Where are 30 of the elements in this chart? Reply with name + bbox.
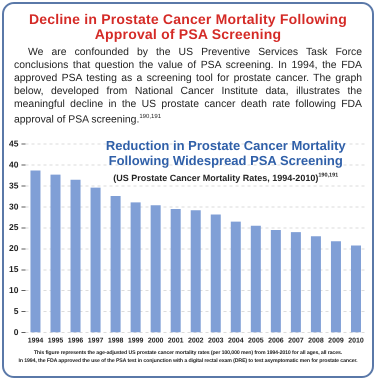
- bar: [110, 196, 121, 332]
- bar: [350, 245, 361, 332]
- y-tick-label: 20: [8, 243, 19, 254]
- y-tick-label: 25: [8, 222, 19, 232]
- bar: [210, 214, 221, 332]
- bar: [30, 170, 40, 332]
- bar: [130, 202, 141, 332]
- bar: [50, 174, 61, 332]
- y-tick-label: 15: [8, 264, 19, 274]
- y-tick-label: 5: [14, 306, 19, 316]
- text: Decline in Prostate Cancer Mortality Following Approval of PSA Screening: [28, 11, 348, 42]
- bar: [90, 188, 101, 332]
- bar: [170, 209, 181, 332]
- bar: [310, 236, 321, 332]
- bar: [150, 205, 161, 332]
- bar: [270, 230, 281, 332]
- y-tick-label: 45: [8, 138, 19, 148]
- chart-title: Reduction in Prostate Cancer Mortality Following Widespread PSA Screening: [106, 138, 346, 168]
- y-tick-label: 10: [8, 285, 19, 296]
- bar: [330, 241, 341, 332]
- bar: [70, 180, 81, 332]
- y-tick-label: 35: [8, 180, 19, 190]
- bar: [290, 232, 301, 332]
- bar: [190, 210, 201, 332]
- bar: [250, 226, 261, 332]
- y-tick-label: 40: [8, 159, 19, 170]
- text: We are confounded by the US Preventive Services Task Force conclusions that question the value of PSA screening. In 1994, the FDA approved PSA testing as a screening tool for prostate cancer. The graph below, developed from National Cancer Institute data, illustrates the meaningful decline in the US prostate cancer death rate following FDA approval of PSA screening.$^{190,191}$: [14, 46, 362, 126]
- bar: [230, 222, 241, 332]
- y-tick-label: 30: [8, 201, 19, 212]
- y-tick-label: 0: [14, 326, 19, 337]
